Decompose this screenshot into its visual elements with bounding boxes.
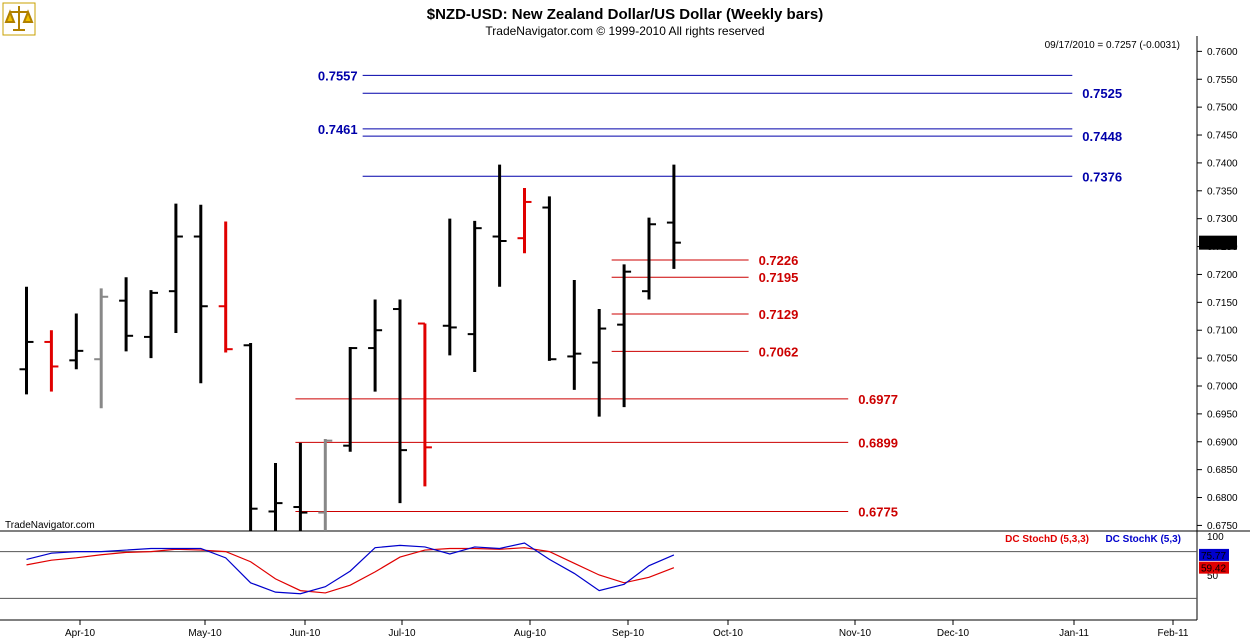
last-price-box — [1199, 235, 1237, 250]
trade-navigator-logo-icon — [2, 2, 36, 36]
ohlc-bar — [193, 204, 208, 384]
level-label: 0.7376 — [1082, 169, 1122, 184]
level-label: 0.6977 — [858, 392, 898, 407]
level-label: 0.7448 — [1082, 129, 1122, 144]
y-tick-label: 0.7200 — [1207, 270, 1238, 281]
ohlc-bar — [642, 217, 656, 300]
y-tick-label: 0.7450 — [1207, 131, 1238, 142]
legend-stochk: DC StochK (5,3) — [1105, 534, 1181, 545]
ohlc-bar — [417, 322, 432, 487]
ohlc-bar — [293, 442, 308, 531]
y-tick-label: 0.7050 — [1207, 354, 1238, 365]
ohlc-bar — [368, 299, 383, 392]
ohlc-bars — [19, 164, 681, 531]
level-label: 0.7525 — [1082, 86, 1122, 101]
ohlc-bar — [617, 264, 632, 408]
last-price-label: 0.7257 — [1202, 239, 1233, 250]
ohlc-bar — [318, 438, 333, 531]
legend-stochd: DC StochD (5,3,3) — [1005, 534, 1089, 545]
stoch-series-line — [26, 542, 675, 595]
level-label: 0.6899 — [858, 435, 898, 450]
level-label: 0.6775 — [858, 504, 898, 519]
ohlc-bar — [343, 346, 358, 452]
ohlc-bar — [94, 288, 109, 409]
ohlc-bar — [567, 280, 582, 390]
ohlc-bar — [243, 343, 258, 531]
x-tick-label: Nov-10 — [839, 628, 872, 639]
level-label: 0.7226 — [759, 253, 799, 268]
stoch-value-label: 75.77 — [1201, 551, 1226, 562]
ohlc-bar — [467, 220, 482, 373]
watermark: TradeNavigator.com — [5, 520, 95, 531]
x-axis-ticks: Apr-10 May-10 Jun-10 Jul-10 Aug-10 Sep-10 Oct-… — [65, 620, 1189, 639]
ohlc-bar — [19, 286, 34, 395]
ohlc-bar — [69, 313, 84, 370]
stoch-value-box — [1199, 548, 1229, 561]
y-tick-label: 0.7000 — [1207, 381, 1238, 392]
ohlc-bar — [218, 221, 233, 353]
y-tick-label: 0.7350 — [1207, 186, 1238, 197]
price-y-ticks: 0.7600 0.7550 0.7500 0.7450 0.7400 0.7350 0.73… — [1197, 47, 1238, 532]
y-tick-label: 0.7600 — [1207, 47, 1238, 58]
level-label: 0.7461 — [318, 122, 358, 137]
ohlc-bar — [666, 164, 681, 269]
ohlc-bar — [119, 277, 134, 352]
x-tick-label: Apr-10 — [65, 628, 95, 639]
ohlc-bar — [492, 164, 507, 287]
y-tick-label: 0.6950 — [1207, 409, 1238, 420]
ohlc-bar — [442, 218, 457, 356]
y-tick-label: 0.7150 — [1207, 298, 1238, 309]
ohlc-bar — [592, 309, 607, 417]
y-tick-label: 0.7300 — [1207, 214, 1238, 225]
ohlc-bar — [542, 196, 557, 361]
ohlc-bar — [144, 290, 158, 359]
stoch-value-label: 59.42 — [1201, 564, 1226, 575]
chart-title: $NZD-USD: New Zealand Dollar/US Dollar (… — [427, 6, 823, 23]
stoch-value-box — [1199, 561, 1229, 574]
level-lines: 0.7557 0.7525 0.7461 0.7448 0.7376 0.7226 0.71… — [295, 68, 1122, 519]
last-value-info: 09/17/2010 = 0.7257 (-0.0031) — [1045, 40, 1180, 51]
x-tick-label: Jul-10 — [388, 628, 416, 639]
level-label: 0.7129 — [759, 307, 799, 322]
x-tick-label: Dec-10 — [937, 628, 970, 639]
ohlc-bar — [268, 462, 283, 531]
ohlc-bar — [517, 188, 532, 254]
y-tick-label: 0.6900 — [1207, 437, 1238, 448]
x-tick-label: Oct-10 — [713, 628, 743, 639]
level-label: 0.7062 — [759, 344, 799, 359]
x-tick-label: May-10 — [188, 628, 222, 639]
stoch-y-label: 100 — [1207, 532, 1224, 543]
x-tick-label: Feb-11 — [1158, 628, 1189, 639]
y-tick-label: 0.7100 — [1207, 326, 1238, 337]
x-tick-label: Sep-10 — [612, 628, 645, 639]
x-tick-label: Jun-10 — [290, 628, 321, 639]
stoch-series-line — [26, 547, 675, 594]
last-price-marker: 0.7257 — [1199, 235, 1237, 250]
ohlc-bar — [393, 299, 407, 504]
level-label: 0.7195 — [759, 270, 799, 285]
ohlc-bar — [44, 330, 59, 392]
y-tick-label: 0.7500 — [1207, 103, 1238, 114]
level-label: 0.7557 — [318, 68, 358, 83]
y-tick-label: 0.7400 — [1207, 158, 1238, 169]
ohlc-bar — [168, 203, 183, 334]
y-tick-label: 0.6800 — [1207, 493, 1238, 504]
x-tick-label: Jan-11 — [1059, 628, 1089, 639]
chart-subtitle: TradeNavigator.com © 1999-2010 All right… — [485, 24, 764, 38]
stoch-y-label: 50 — [1207, 571, 1219, 582]
y-tick-label: 0.6850 — [1207, 465, 1238, 476]
y-tick-label: 0.7550 — [1207, 75, 1238, 86]
y-tick-label: 0.6750 — [1207, 521, 1238, 532]
x-tick-label: Aug-10 — [514, 628, 547, 639]
